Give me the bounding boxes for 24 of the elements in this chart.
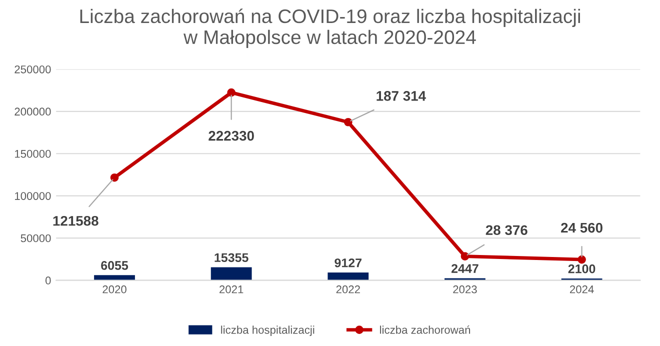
x-tick-label: 2021 — [220, 285, 244, 294]
y-tick-label: 200000 — [14, 108, 51, 116]
x-tick-label: 2024 — [570, 285, 594, 294]
data-label: 9127 — [334, 258, 362, 268]
x-tick-label: 2020 — [102, 285, 126, 294]
data-label: 222330 — [208, 130, 254, 141]
y-tick-label: 50000 — [20, 234, 51, 242]
y-tick-label: 250000 — [14, 65, 51, 74]
data-label: 6055 — [101, 261, 128, 270]
data-label: 15355 — [214, 253, 248, 262]
data-label: 2447 — [452, 264, 478, 273]
data-label: 24 560 — [561, 222, 602, 233]
data-label: 187 314 — [376, 91, 426, 101]
x-tick-label: 2022 — [336, 285, 360, 294]
data-label: 121588 — [53, 216, 98, 226]
legend-label: liczba hospitalizacji — [221, 326, 314, 336]
y-tick-label: 0 — [45, 276, 51, 284]
y-tick-label: 100000 — [15, 192, 51, 200]
legend-label: liczba zachorowań — [380, 326, 470, 334]
x-tick-label: 2023 — [453, 285, 477, 294]
chart-title: Liczba zachorowań na COVID-19 oraz liczba hospitalizacji w Małopolsce w latach 2020-2024 — [80, 8, 580, 48]
data-label: 2100 — [568, 264, 596, 274]
data-label: 28 376 — [486, 225, 528, 236]
y-tick-label: 150000 — [15, 150, 51, 158]
